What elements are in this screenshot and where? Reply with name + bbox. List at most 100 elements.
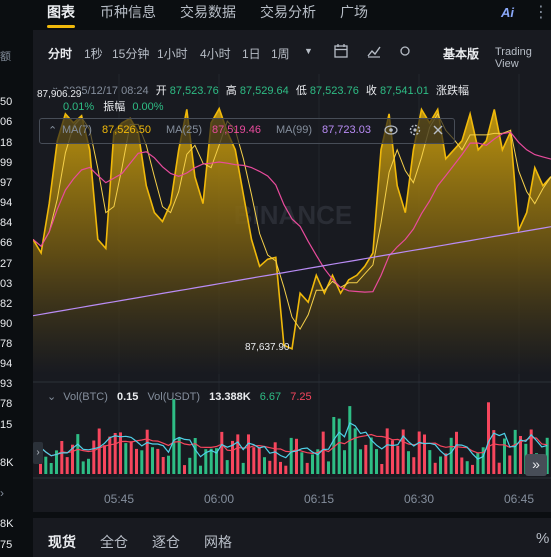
volume-bar bbox=[124, 443, 128, 474]
close-icon[interactable] bbox=[432, 124, 444, 136]
volume-legend: ⌄ Vol(BTC) 0.15 Vol(USDT) 13.388K 6.67 7… bbox=[47, 390, 312, 403]
volume-bar bbox=[183, 465, 186, 474]
volume-bar bbox=[423, 434, 426, 474]
volume-bar bbox=[119, 432, 122, 474]
volume-bar bbox=[332, 417, 336, 474]
volume-bar bbox=[476, 452, 480, 474]
calendar-icon[interactable] bbox=[333, 43, 349, 59]
volume-bar bbox=[76, 434, 80, 474]
volume-bar bbox=[92, 440, 96, 474]
strip-value: 78 bbox=[0, 398, 13, 410]
volume-bar bbox=[391, 440, 394, 474]
scroll-left-handle[interactable]: › bbox=[33, 442, 43, 464]
watermark: BINANCE bbox=[234, 200, 352, 230]
strip-value: 93 bbox=[0, 378, 13, 390]
interval-line[interactable]: 分时 bbox=[48, 47, 73, 61]
price-chart[interactable]: BINANCE 05:45 06:00 06:15 06:30 06:45 ⌄ 2025… bbox=[33, 74, 551, 512]
strip-value: 03 bbox=[0, 278, 13, 290]
datetime: 2025/12/17 08:24 bbox=[63, 85, 149, 97]
interval-1d[interactable]: 1日 bbox=[242, 47, 261, 61]
low-value: 87,523.76 bbox=[309, 85, 359, 97]
strip-value: 82 bbox=[0, 298, 13, 310]
volume-bar bbox=[487, 402, 490, 474]
strip-value: 97 bbox=[0, 177, 13, 189]
tab-trading-analysis[interactable]: 交易分析 bbox=[260, 4, 316, 20]
volume-bar bbox=[380, 464, 384, 474]
volume-bar bbox=[172, 399, 176, 474]
vol-btc-value: 0.15 bbox=[116, 391, 139, 403]
jump-latest-button[interactable]: » bbox=[525, 454, 547, 476]
vol-usdt-label: Vol(USDT) bbox=[147, 391, 201, 403]
strip-value: 99 bbox=[0, 157, 13, 169]
chevron-right-icon[interactable]: › bbox=[0, 486, 4, 500]
interval-1w[interactable]: 1周 bbox=[271, 47, 290, 61]
volume-bar bbox=[81, 461, 85, 474]
tab-coin-info[interactable]: 币种信息 bbox=[100, 4, 156, 20]
interval-1s[interactable]: 1秒 bbox=[84, 47, 103, 61]
chart-canvas[interactable]: BINANCE 05:45 06:00 06:15 06:30 06:45 bbox=[33, 74, 551, 512]
volume-bar bbox=[401, 429, 405, 474]
view-tradingview[interactable]: Trading View bbox=[495, 46, 532, 70]
change-value: 0.01% bbox=[63, 101, 95, 113]
strip-value: 84 bbox=[0, 217, 13, 229]
percent-icon[interactable]: % bbox=[536, 530, 550, 547]
chevron-up-icon[interactable]: ⌃ bbox=[48, 125, 58, 137]
interval-15m[interactable]: 15分钟 bbox=[112, 47, 150, 61]
strip-value: 94 bbox=[0, 358, 13, 370]
ohlc-row: 2025/12/17 08:24 开 87,523.76 高 87,529.64… bbox=[63, 82, 469, 98]
volume-bar bbox=[508, 455, 512, 474]
settings-icon[interactable] bbox=[399, 44, 411, 58]
collapse-icon[interactable]: ⌄ bbox=[51, 82, 60, 93]
volume-bar bbox=[129, 441, 133, 474]
volume-bar bbox=[460, 457, 464, 474]
volume-bar bbox=[503, 438, 506, 474]
vol-usdt-value: 13.388K bbox=[209, 391, 251, 403]
view-basic[interactable]: 基本版 bbox=[443, 47, 480, 61]
strip-value: 27 bbox=[0, 258, 13, 270]
volume-bar bbox=[311, 454, 314, 474]
tab-grid[interactable]: 网格 bbox=[204, 534, 232, 550]
tab-cross[interactable]: 全仓 bbox=[100, 534, 128, 550]
strip-value: 90 bbox=[0, 318, 13, 330]
volume-bar bbox=[289, 437, 293, 474]
volume-bar bbox=[455, 431, 458, 474]
volume-bar bbox=[140, 450, 144, 474]
order-tabs: 现货 全仓 逐仓 网格 % bbox=[33, 512, 551, 557]
indicator-icon[interactable] bbox=[366, 43, 382, 59]
min-price-label: 87,637.90 bbox=[245, 342, 290, 353]
strip-value: 66 bbox=[0, 237, 13, 249]
eye-icon[interactable] bbox=[384, 124, 398, 136]
volume-bar bbox=[359, 449, 362, 474]
volume-bar bbox=[444, 453, 448, 474]
tab-spot[interactable]: 现货 bbox=[48, 534, 76, 550]
more-icon[interactable]: ⋮ bbox=[533, 4, 549, 21]
tab-square[interactable]: 广场 bbox=[340, 4, 368, 20]
caret-down-icon[interactable]: ▼ bbox=[304, 46, 313, 56]
volume-bar bbox=[327, 461, 330, 474]
volume-bar bbox=[113, 433, 117, 474]
interval-1h[interactable]: 1小时 bbox=[157, 47, 188, 61]
volume-bar bbox=[60, 441, 64, 474]
x-tick-label: 05:45 bbox=[104, 492, 134, 506]
ai-icon[interactable]: Ai bbox=[501, 5, 514, 20]
volume-bar bbox=[241, 462, 245, 474]
volume-bar bbox=[215, 448, 218, 474]
volume-bar bbox=[407, 451, 410, 474]
volume-bar bbox=[145, 429, 149, 474]
amplitude-label: 振幅 bbox=[103, 101, 126, 113]
ma7-line bbox=[33, 112, 551, 331]
chevron-down-icon[interactable]: ⌄ bbox=[47, 391, 57, 403]
volume-bar bbox=[465, 461, 469, 474]
gear-icon[interactable] bbox=[408, 123, 422, 137]
volume-bar bbox=[369, 437, 373, 474]
interval-4h[interactable]: 4小时 bbox=[200, 47, 231, 61]
change-row: 0.01% 振幅 0.00% bbox=[63, 98, 164, 114]
strip-value: 8K bbox=[0, 457, 14, 469]
tab-trading-data[interactable]: 交易数据 bbox=[180, 4, 236, 20]
tab-isolated[interactable]: 逐仓 bbox=[152, 534, 180, 550]
volume-bar bbox=[513, 429, 517, 474]
tab-chart[interactable]: 图表 bbox=[47, 4, 75, 20]
volume-bar bbox=[177, 437, 181, 474]
volume-bar bbox=[156, 448, 160, 474]
volume-bar bbox=[284, 465, 288, 474]
